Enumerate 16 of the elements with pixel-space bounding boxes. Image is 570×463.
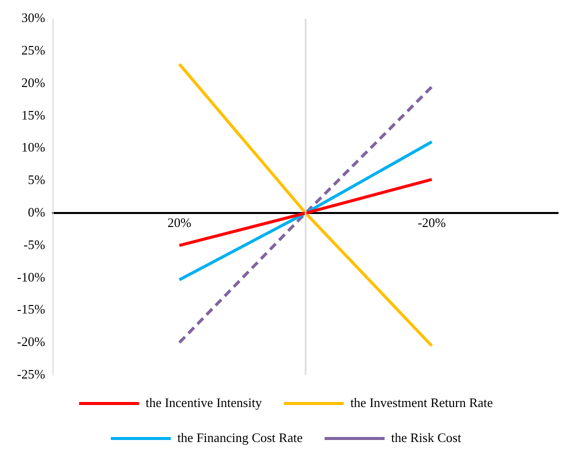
y-tick-label: 25% (21, 42, 46, 58)
y-tick-label: 5% (28, 172, 46, 188)
y-tick-label: -10% (16, 269, 46, 284)
y-tick-label: -20% (16, 334, 46, 350)
legend-label: the Incentive Intensity (146, 394, 262, 410)
y-tick-label: 10% (21, 140, 46, 155)
legend-label: the Investment Return Rate (350, 394, 494, 410)
legend-label: the Financing Cost Rate (177, 430, 303, 445)
y-tick-label: 20% (21, 74, 46, 90)
y-tick-label: 30% (21, 10, 46, 26)
y-tick-label: -15% (16, 302, 46, 317)
y-tick-label: -25% (16, 366, 46, 382)
y-tick-label: 15% (21, 107, 46, 122)
legend-label: the Risk Cost (391, 430, 462, 445)
y-tick-label: -5% (23, 236, 46, 252)
y-tick-label: 0% (28, 204, 46, 220)
